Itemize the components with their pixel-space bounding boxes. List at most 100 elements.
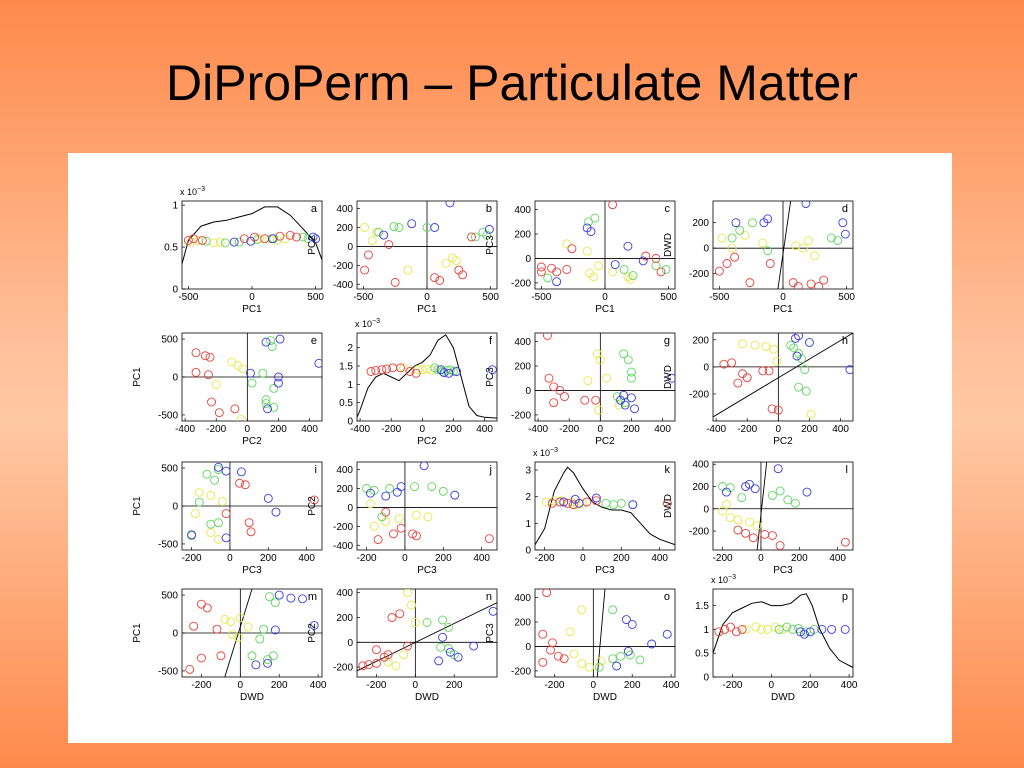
data-point-green [623, 355, 633, 365]
data-point-green [791, 498, 800, 508]
data-point-blue [396, 482, 406, 492]
data-point-blue [662, 629, 672, 639]
data-point-blue [221, 533, 231, 543]
y-tick-label: -500 [158, 666, 178, 677]
data-point-red [390, 277, 400, 287]
data-point-red [714, 266, 724, 276]
subplot-i: -200 0 200 400 -500 0 500 PC3 PC1 i [132, 461, 323, 576]
density-curve [535, 466, 675, 546]
data-point-red [563, 498, 573, 508]
y-tick-label: -200 [689, 527, 709, 538]
data-point-blue [638, 256, 648, 266]
figure-panel: -500 0 500 0 0.5 1 PC1 x 10−3 a -400 -200 0 200 400 -5… [68, 153, 952, 743]
data-point-blue [308, 232, 318, 242]
axes-box [712, 461, 854, 551]
data-point-blue [311, 234, 321, 244]
y-tick-label: 400 [514, 593, 531, 604]
data-point-red [214, 408, 224, 418]
data-point-blue [484, 224, 494, 234]
axes-box [356, 332, 498, 422]
data-point-red [212, 624, 222, 634]
y-tick-label: 200 [336, 613, 353, 624]
y-tick-label: 500 [161, 335, 178, 346]
x-axis-label: DWD [771, 692, 795, 703]
x-tick-label: 200 [446, 680, 463, 691]
data-point-blue [799, 629, 809, 639]
data-point-blue [612, 661, 622, 671]
y-tick-label: 1 [172, 201, 178, 212]
data-point-blue [407, 219, 417, 229]
data-point-red [484, 534, 494, 544]
data-point-red [196, 599, 206, 609]
data-point-yellow [190, 509, 200, 519]
data-point-red [745, 278, 755, 288]
data-point-red [656, 267, 666, 277]
data-point-red [387, 613, 397, 622]
data-point-green [202, 469, 212, 479]
data-point-red [737, 624, 747, 634]
data-point-red [207, 397, 217, 407]
x-tick-label: -200 [535, 553, 555, 564]
data-point-red [641, 251, 651, 261]
x-tick-label: 200 [623, 424, 640, 435]
data-point-green [234, 237, 244, 247]
density-curve [713, 593, 853, 668]
x-tick-label: -200 [357, 553, 377, 564]
data-point-blue [438, 632, 448, 642]
panel-letter: n [486, 591, 492, 603]
y-tick-label: 0 [347, 417, 353, 428]
y-tick-label: 0 [703, 362, 709, 373]
y-tick-label: 200 [692, 335, 709, 346]
data-point-yellow [206, 490, 216, 500]
data-point-blue [450, 490, 460, 500]
data-point-red [768, 531, 777, 540]
axes-box [534, 461, 676, 551]
data-point-yellow [806, 409, 816, 419]
data-point-red [411, 368, 421, 378]
data-point-red [371, 645, 381, 655]
data-point-green [261, 399, 271, 409]
data-point-red [183, 235, 193, 245]
x-tick-label: 0 [580, 553, 586, 564]
y-tick-label: 0 [703, 673, 709, 684]
data-point-blue [552, 277, 562, 287]
data-point-red [388, 529, 398, 539]
y-tick-label: 1 [703, 625, 709, 636]
data-point-green [763, 246, 773, 256]
data-point-red [773, 405, 783, 415]
exponent-label: x 10−3 [180, 186, 205, 197]
data-point-green [594, 662, 604, 672]
x-tick-label: 200 [613, 553, 630, 564]
y-tick-label: -500 [158, 539, 178, 550]
data-point-red [722, 259, 732, 268]
x-axis-label: PC2 [773, 436, 793, 447]
y-tick-label: -200 [333, 261, 353, 272]
x-tick-label: -200 [722, 680, 742, 691]
x-tick-label: 500 [660, 292, 677, 303]
data-point-red [412, 531, 421, 541]
y-tick-label: 0.5 [695, 649, 709, 660]
data-point-yellow [399, 650, 409, 660]
data-point-green [601, 498, 611, 508]
data-point-red [260, 234, 270, 244]
data-point-yellow [761, 342, 771, 351]
subplot-j: -200 0 200 400 -400 -200 0 200 400 PC3 PC2 j [307, 461, 498, 576]
data-point-red [591, 496, 601, 506]
data-point-red [748, 533, 758, 543]
data-point-red [568, 500, 578, 510]
data-point-red [553, 651, 563, 661]
data-point-red [793, 282, 803, 289]
x-tick-label: 0 [598, 424, 604, 435]
data-point-red [562, 264, 572, 274]
data-point-red [764, 366, 774, 376]
panel-letter: a [311, 203, 318, 215]
data-point-green [263, 655, 273, 665]
data-point-green [374, 227, 384, 237]
data-point-yellow [391, 661, 401, 671]
data-point-red [230, 404, 240, 414]
data-point-red [382, 364, 392, 374]
subplot-p: -200 0 200 400 0 0.5 1 1.5 DWD x 10−3 p [695, 574, 858, 703]
y-tick-label: 200 [692, 218, 709, 229]
data-point-yellow [572, 500, 582, 510]
data-point-yellow [217, 496, 227, 506]
